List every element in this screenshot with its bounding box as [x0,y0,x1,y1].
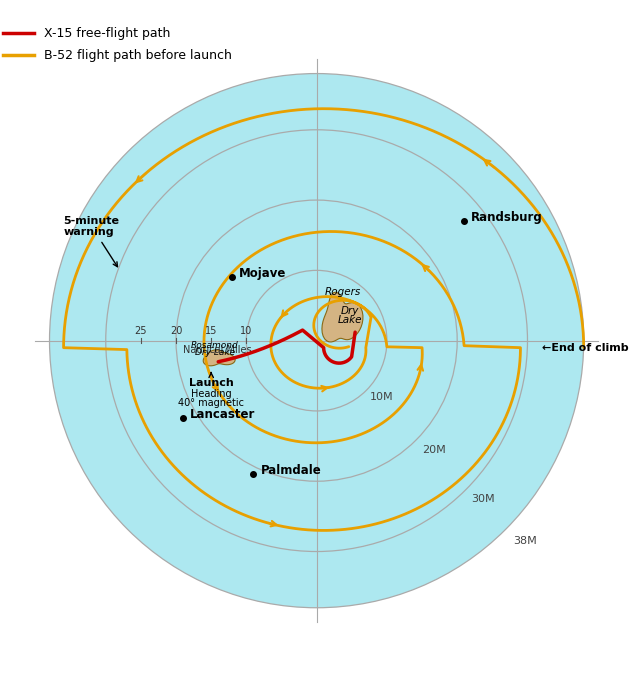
Text: 5-minute
warning: 5-minute warning [64,215,119,267]
Text: ←End of climb: ←End of climb [542,343,628,353]
Text: Mojave: Mojave [239,267,287,281]
Circle shape [247,271,387,411]
Text: Randsburg: Randsburg [471,211,543,224]
Text: 10M: 10M [369,392,393,402]
Text: 20: 20 [170,326,182,336]
Text: Dry: Dry [340,306,359,316]
Circle shape [106,130,528,551]
Text: Lancaster: Lancaster [190,408,256,421]
Text: Launch: Launch [189,373,234,388]
Text: 30M: 30M [471,494,495,504]
Polygon shape [322,292,363,342]
Circle shape [49,73,584,608]
Text: Lake: Lake [338,315,362,325]
Text: 40° magnetic: 40° magnetic [178,398,244,408]
Polygon shape [204,350,235,366]
Legend: X-15 free-flight path, B-52 flight path before launch: X-15 free-flight path, B-52 flight path … [0,22,238,67]
Text: Rogers: Rogers [324,287,361,297]
Text: Rosamond: Rosamond [191,341,239,350]
Text: Palmdale: Palmdale [261,464,321,477]
Text: Dry Lake: Dry Lake [195,348,235,357]
Text: 25: 25 [135,326,147,336]
Text: Nautical Miles: Nautical Miles [183,345,252,355]
Circle shape [176,200,457,481]
Text: 15: 15 [205,326,218,336]
Text: 20M: 20M [422,445,446,455]
Text: 10: 10 [240,326,252,336]
Text: Heading: Heading [191,389,232,399]
Text: 38M: 38M [514,536,537,546]
